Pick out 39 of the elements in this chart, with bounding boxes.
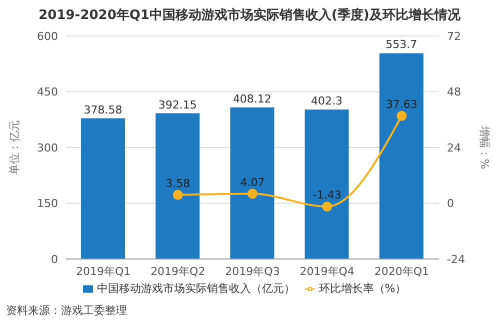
y2-axis-title: 增幅：%: [478, 124, 492, 170]
text: 资料来源：游戏工委整理: [6, 303, 127, 318]
y2-tick-label: 48: [447, 86, 461, 99]
data-label: 402.3: [311, 94, 343, 108]
y2-tick-label: 0: [447, 197, 454, 210]
data-label: 37.63: [386, 98, 418, 111]
data-label: -1.43: [312, 188, 342, 202]
bar: [156, 113, 200, 259]
x-tick-label: 2019年Q1: [76, 264, 131, 278]
bar: [379, 53, 424, 259]
legend-label: 环比增长率（%）: [318, 282, 406, 295]
legend-label: 中国移动游戏市场实际销售收入（亿元）: [96, 282, 295, 295]
y2-tick-label: 72: [447, 30, 461, 43]
y2-tick-label: 24: [447, 141, 461, 154]
y-tick-label: 450: [37, 86, 58, 99]
x-tick-label: 2019年Q3: [225, 264, 280, 278]
data-label: 4.07: [240, 176, 265, 189]
point: [322, 202, 332, 212]
point: [396, 110, 407, 121]
y-tick-label: 600: [37, 30, 58, 43]
y-tick-label: 150: [37, 197, 58, 210]
x-tick-label: 2020年Q1: [374, 264, 430, 278]
bar: [304, 109, 349, 259]
y-tick-label: 300: [37, 141, 58, 154]
point: [248, 188, 258, 199]
x-tick-label: 2019年Q2: [150, 264, 206, 278]
x-tick-label: 2019年Q4: [300, 264, 354, 278]
y-tick-label: 0: [51, 252, 58, 266]
chart-title: 2019-2020年Q1中国移动游戏市场实际销售收入(季度)及环比增长情况: [38, 6, 462, 24]
data-label: 553.7: [386, 38, 418, 52]
bar: [81, 118, 125, 259]
bar: [230, 107, 274, 259]
data-label: 378.58: [84, 103, 122, 116]
data-label: 408.12: [232, 92, 272, 106]
data-label: 392.15: [158, 98, 197, 112]
y2-tick-label: -24: [447, 252, 465, 266]
y-axis-title: 单位：亿元: [8, 120, 21, 175]
point: [172, 190, 183, 200]
data-label: 3.58: [166, 176, 190, 190]
